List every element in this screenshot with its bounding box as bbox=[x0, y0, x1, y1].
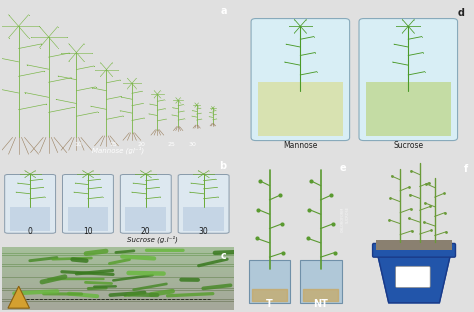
Bar bbox=[2, 251, 234, 254]
FancyBboxPatch shape bbox=[178, 174, 229, 233]
FancyBboxPatch shape bbox=[248, 260, 291, 303]
Bar bbox=[2, 260, 234, 262]
Bar bbox=[2, 266, 234, 269]
Bar bbox=[2, 301, 234, 304]
Text: Mannose: Mannose bbox=[283, 141, 318, 150]
Bar bbox=[2, 293, 234, 295]
Bar bbox=[2, 280, 234, 282]
FancyBboxPatch shape bbox=[359, 18, 457, 140]
Text: 15: 15 bbox=[109, 142, 117, 147]
Bar bbox=[2, 297, 234, 300]
Bar bbox=[2, 275, 234, 278]
FancyBboxPatch shape bbox=[396, 266, 430, 288]
Text: 10: 10 bbox=[83, 227, 93, 236]
Bar bbox=[2, 264, 234, 267]
Text: b: b bbox=[219, 161, 227, 171]
Bar bbox=[366, 82, 450, 136]
Text: T: T bbox=[266, 299, 273, 309]
Text: Sucrose (g.l⁻¹): Sucrose (g.l⁻¹) bbox=[128, 236, 178, 243]
Bar bbox=[2, 245, 234, 247]
Bar bbox=[126, 207, 166, 231]
Bar bbox=[2, 271, 234, 273]
Text: 20: 20 bbox=[137, 142, 145, 147]
Bar bbox=[2, 288, 234, 291]
Text: a: a bbox=[220, 6, 227, 16]
FancyBboxPatch shape bbox=[5, 174, 55, 233]
Bar bbox=[2, 247, 234, 249]
Bar bbox=[2, 249, 234, 251]
Text: Sucrose: Sucrose bbox=[393, 141, 423, 150]
Bar bbox=[376, 241, 452, 250]
Bar bbox=[68, 207, 109, 231]
Bar bbox=[2, 299, 234, 302]
FancyBboxPatch shape bbox=[63, 174, 113, 233]
Polygon shape bbox=[8, 286, 29, 308]
Bar bbox=[2, 262, 234, 265]
Text: e: e bbox=[339, 163, 346, 173]
Polygon shape bbox=[377, 253, 451, 303]
FancyBboxPatch shape bbox=[120, 174, 171, 233]
Bar bbox=[2, 306, 234, 308]
Text: 20: 20 bbox=[141, 227, 151, 236]
Text: d: d bbox=[457, 8, 465, 18]
Text: 30: 30 bbox=[199, 227, 209, 236]
Text: 10: 10 bbox=[75, 142, 82, 147]
Text: CHLOROFORM
SUCROSE: CHLOROFORM SUCROSE bbox=[341, 207, 350, 232]
FancyBboxPatch shape bbox=[251, 18, 350, 140]
Bar bbox=[2, 295, 234, 297]
Text: c: c bbox=[221, 251, 227, 261]
Bar bbox=[10, 207, 51, 231]
FancyBboxPatch shape bbox=[300, 260, 341, 303]
Bar bbox=[258, 82, 343, 136]
Bar bbox=[2, 304, 234, 306]
Text: NT: NT bbox=[313, 299, 328, 309]
Bar bbox=[183, 207, 224, 231]
Bar bbox=[2, 286, 234, 289]
Bar bbox=[2, 284, 234, 286]
Bar bbox=[2, 258, 234, 260]
Bar bbox=[2, 308, 234, 310]
Text: f: f bbox=[464, 164, 468, 174]
Bar bbox=[2, 253, 234, 256]
FancyBboxPatch shape bbox=[373, 243, 456, 257]
Text: 0: 0 bbox=[27, 227, 33, 236]
Bar bbox=[2, 277, 234, 280]
Bar bbox=[2, 282, 234, 284]
Bar bbox=[2, 256, 234, 258]
Text: 30: 30 bbox=[188, 142, 196, 147]
Text: 25: 25 bbox=[167, 142, 175, 147]
Text: Mannose (gl⁻¹): Mannose (gl⁻¹) bbox=[92, 147, 144, 154]
Bar bbox=[2, 290, 234, 293]
Bar bbox=[2, 273, 234, 275]
Bar bbox=[2, 269, 234, 271]
